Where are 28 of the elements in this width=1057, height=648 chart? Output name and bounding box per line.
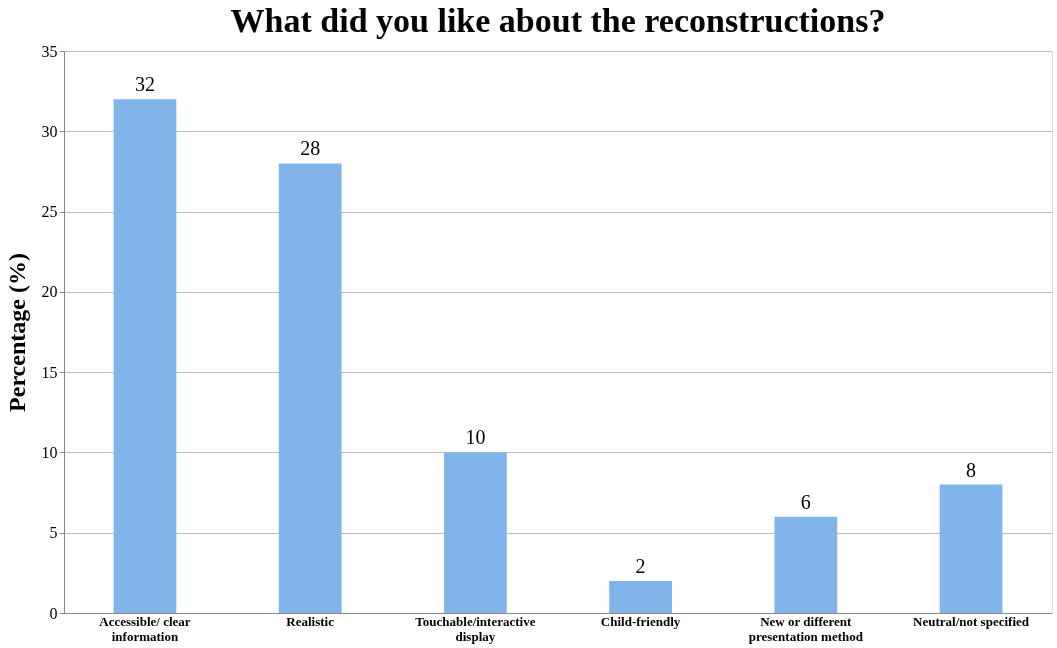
y-tick-label: 15 [41, 363, 58, 381]
y-tick-label: 20 [41, 283, 58, 301]
bar [774, 516, 838, 613]
data-label: 8 [966, 458, 977, 481]
x-tick-label: New or different presentation method [748, 613, 864, 644]
x-tick-label: Neutral/not specified [913, 613, 1030, 629]
x-tick-label: Realistic [286, 613, 335, 629]
data-label: 10 [465, 426, 486, 449]
bar [113, 99, 177, 613]
y-tick-label: 35 [41, 42, 58, 60]
y-axis-title: Percentage (%) [3, 253, 30, 412]
y-tick-label: 10 [41, 443, 58, 461]
bar [939, 484, 1003, 613]
bar [609, 580, 672, 613]
bar [278, 163, 342, 613]
data-label: 6 [800, 490, 811, 513]
x-tick-label: Touchable/interactive display [415, 613, 536, 644]
chart-title: What did you like about the reconstructions? [230, 2, 886, 39]
x-tick-label: Child-friendly [600, 613, 681, 629]
x-tick-label: Accessible/ clear information [99, 613, 191, 644]
y-tick-label: 30 [41, 122, 58, 140]
data-label: 28 [300, 137, 321, 160]
data-label: 2 [635, 554, 646, 577]
y-tick-label: 5 [49, 524, 58, 542]
bar [444, 452, 507, 613]
y-tick-label: 0 [49, 604, 58, 622]
data-label: 32 [134, 73, 155, 96]
y-tick-label: 25 [41, 203, 58, 221]
